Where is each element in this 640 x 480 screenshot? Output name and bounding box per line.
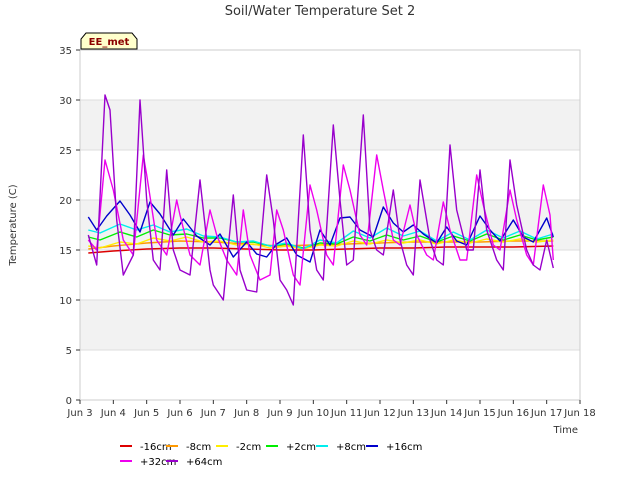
x-tick-label: Jun 12 xyxy=(363,408,396,419)
y-tick-label: 15 xyxy=(59,246,72,257)
y-tick-label: 30 xyxy=(59,96,72,107)
series-line-+16cm xyxy=(87,200,554,263)
x-tick-label: Jun 17 xyxy=(530,408,563,419)
badge-box xyxy=(80,32,138,50)
series-layer xyxy=(87,94,554,306)
badge-label: EE_met xyxy=(89,37,130,48)
y-axis-ticks: 0 5 10 15 20 25 30 35 xyxy=(59,46,80,407)
series-line-+8cm xyxy=(88,223,554,250)
y-tick-label: 10 xyxy=(59,296,72,307)
legend-label: +8cm xyxy=(336,442,366,453)
y-tick-label: 5 xyxy=(66,346,72,357)
plot-area xyxy=(79,49,581,401)
y-tick-label: 35 xyxy=(59,46,72,57)
legend-label: -16cm xyxy=(140,442,172,453)
x-tick-label: Jun 14 xyxy=(430,408,463,419)
x-tick-label: Jun 6 xyxy=(166,408,192,419)
x-tick-label: Jun 3 xyxy=(66,408,92,419)
x-tick-label: Jun 5 xyxy=(133,408,159,419)
legend-label: +64cm xyxy=(186,457,222,468)
background-band xyxy=(80,300,580,350)
legend-label: -2cm xyxy=(236,442,261,453)
x-tick-label: Jun 15 xyxy=(463,408,496,419)
x-tick-label: Jun 4 xyxy=(100,408,126,419)
legend-label: -8cm xyxy=(186,442,211,453)
series-line--2cm xyxy=(88,236,554,250)
y-tick-label: 20 xyxy=(59,196,72,207)
series-line-+32cm xyxy=(87,154,554,286)
y-tick-label: 25 xyxy=(59,146,72,157)
legend-label: +16cm xyxy=(386,442,422,453)
y-axis-label: Temperature (C) xyxy=(8,184,19,266)
station-badge: EE_met xyxy=(80,32,138,50)
x-tick-label: Jun 10 xyxy=(297,408,330,419)
x-axis-ticks: Jun 3 Jun 4 Jun 5 Jun 6 Jun 7 Jun 8 Jun 9 Jun 1… xyxy=(66,400,596,419)
x-tick-label: Jun 11 xyxy=(330,408,363,419)
x-tick-label: Jun 7 xyxy=(200,408,226,419)
x-tick-label: Jun 18 xyxy=(563,408,596,419)
x-tick-label: Jun 13 xyxy=(397,408,430,419)
background-band xyxy=(80,100,580,150)
legend-label: +2cm xyxy=(286,442,316,453)
series-line-+64cm xyxy=(87,94,554,306)
y-tick-label: 0 xyxy=(66,396,72,407)
series-line-+2cm xyxy=(88,229,554,249)
x-tick-label: Jun 16 xyxy=(497,408,530,419)
legend-label: +32cm xyxy=(140,457,176,468)
background-bands xyxy=(80,100,580,350)
x-tick-label: Jun 9 xyxy=(266,408,292,419)
x-axis-label: Time xyxy=(553,425,578,436)
chart-title: Soil/Water Temperature Set 2 xyxy=(225,4,416,19)
x-tick-label: Jun 8 xyxy=(233,408,259,419)
legend: -16cm -8cm -2cm +2cm +8cm +16cm +32cm +64cm xyxy=(120,442,422,468)
